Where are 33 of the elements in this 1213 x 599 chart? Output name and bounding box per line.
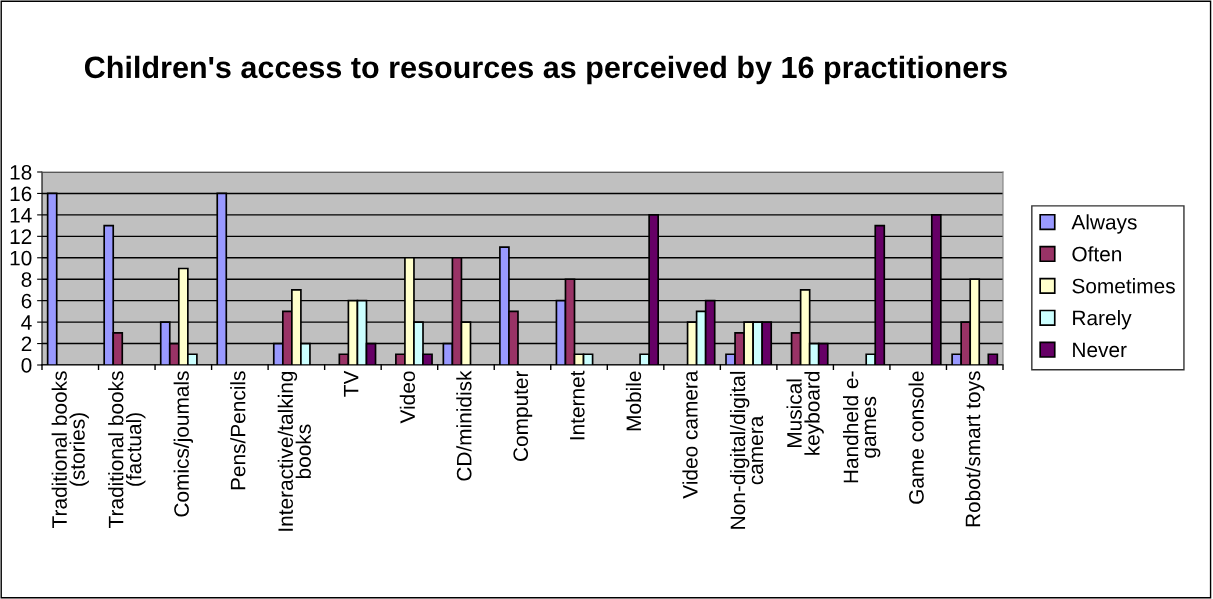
y-tick-label: 4 [21, 315, 32, 330]
x-tick-label: Non-digital/digital camera [729, 371, 764, 529]
y-tick-label: 2 [21, 336, 32, 352]
x-tick-label: Video [399, 371, 416, 424]
x-tick-label: Comics/joumals [173, 371, 194, 517]
legend-label: Always [1071, 214, 1137, 234]
x-tick-label: Musical keyboard [786, 371, 824, 455]
x-tick-label: Game console [908, 371, 924, 504]
y-tick-label: 14 [10, 208, 32, 223]
chart-title: Children's access to resources as perceived by 16 practitioners [84, 55, 1007, 85]
legend-label: Never [1073, 342, 1127, 358]
y-tick-label: 16 [10, 186, 32, 202]
x-tick-label: Pens/Pencils [230, 371, 246, 490]
x-tick-label: Internet [570, 370, 585, 440]
x-tick-label: Robot/smart toys [965, 371, 985, 527]
y-tick-label: 0 [21, 358, 32, 373]
x-tick-label: Interactive/talking books [277, 371, 311, 531]
x-tick-label: Mobile [625, 371, 642, 431]
legend-label: Sometimes [1072, 278, 1175, 294]
y-tick-label: 10 [10, 250, 32, 266]
x-tick-label: Video camera [682, 370, 698, 499]
x-tick-label: Handheld e- games [843, 371, 881, 483]
x-tick-label: CD/minidisk [456, 370, 472, 481]
x-tick-label: Traditional books (stories) [51, 371, 89, 528]
legend-label: Rarely [1073, 310, 1132, 330]
legend-label: Often [1072, 246, 1122, 262]
y-tick-label: 18 [10, 165, 32, 180]
y-tick-label: 8 [21, 272, 32, 287]
y-tick-label: 6 [21, 293, 32, 309]
x-tick-label: Computer [513, 370, 533, 461]
y-tick-label: 12 [10, 229, 32, 244]
x-tick-label: Traditional books (factual) [108, 371, 146, 528]
x-tick-label: TV [343, 370, 359, 397]
